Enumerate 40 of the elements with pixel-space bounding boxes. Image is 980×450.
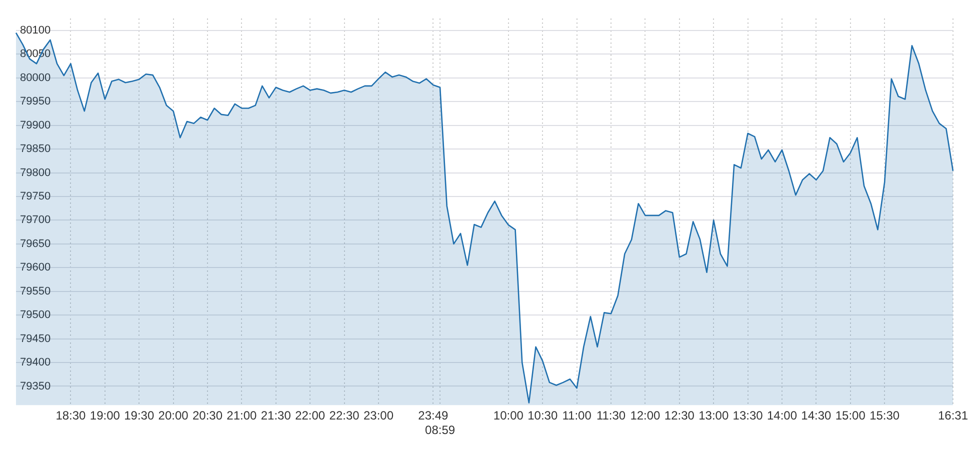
x-tick-label: 15:00 (835, 408, 866, 423)
x-tick-label: 15:30 (870, 408, 900, 423)
x-tick-label: 19:30 (124, 408, 154, 423)
x-tick-label: 08:59 (425, 423, 456, 438)
y-tick-label: 79950 (20, 96, 51, 108)
x-tick-label: 19:00 (90, 408, 120, 423)
x-tick-label: 10:00 (493, 408, 524, 423)
x-tick-label: 20:00 (158, 408, 189, 423)
x-tick-label: 13:30 (732, 408, 764, 423)
y-tick-label: 79500 (20, 309, 51, 322)
y-tick-label: 79700 (20, 214, 51, 226)
x-tick-label: 14:30 (801, 408, 832, 423)
y-tick-label: 79550 (20, 285, 51, 298)
x-tick-label: 11:00 (562, 408, 592, 423)
x-tick-label: 11:30 (596, 408, 626, 423)
x-tick-label: 21:30 (260, 408, 292, 423)
y-tick-label: 79900 (20, 119, 51, 132)
x-tick-label: 16:31 (938, 408, 968, 423)
x-tick-label: 10:30 (528, 408, 558, 423)
y-tick-label: 79750 (20, 190, 51, 203)
y-tick-label: 79850 (20, 143, 51, 156)
y-tick-label: 79600 (20, 262, 51, 274)
x-tick-label: 22:00 (295, 408, 326, 423)
x-tick-label: 21:00 (226, 408, 258, 423)
y-tick-label: 79800 (20, 166, 51, 179)
x-tick-label: 14:00 (766, 408, 798, 423)
y-tick-label: 79450 (20, 332, 51, 345)
x-tick-label: 22:30 (329, 408, 360, 423)
y-tick-label: 80000 (20, 72, 51, 84)
x-tick-label: 23:00 (363, 408, 394, 423)
x-tick-label: 20:30 (192, 408, 223, 423)
x-tick-label: 13:00 (698, 408, 729, 423)
x-tick-label: 23:49 (418, 408, 449, 423)
x-tick-label: 18:30 (56, 408, 86, 423)
y-tick-label: 79400 (20, 356, 51, 369)
y-tick-label: 79350 (20, 380, 51, 392)
x-tick-label: 12:00 (630, 408, 661, 423)
x-tick-label: 12:30 (664, 408, 695, 423)
y-tick-label: 79650 (20, 238, 51, 250)
y-tick-label: 80100 (20, 24, 51, 36)
